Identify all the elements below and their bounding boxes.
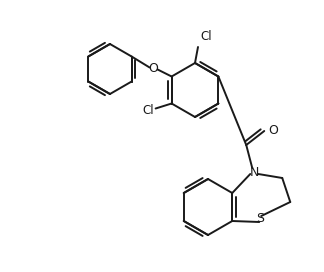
Text: O: O: [268, 123, 278, 137]
Text: O: O: [149, 62, 158, 75]
Text: Cl: Cl: [200, 30, 212, 43]
Text: Cl: Cl: [142, 104, 154, 117]
Text: S: S: [256, 212, 264, 225]
Text: N: N: [249, 165, 259, 178]
